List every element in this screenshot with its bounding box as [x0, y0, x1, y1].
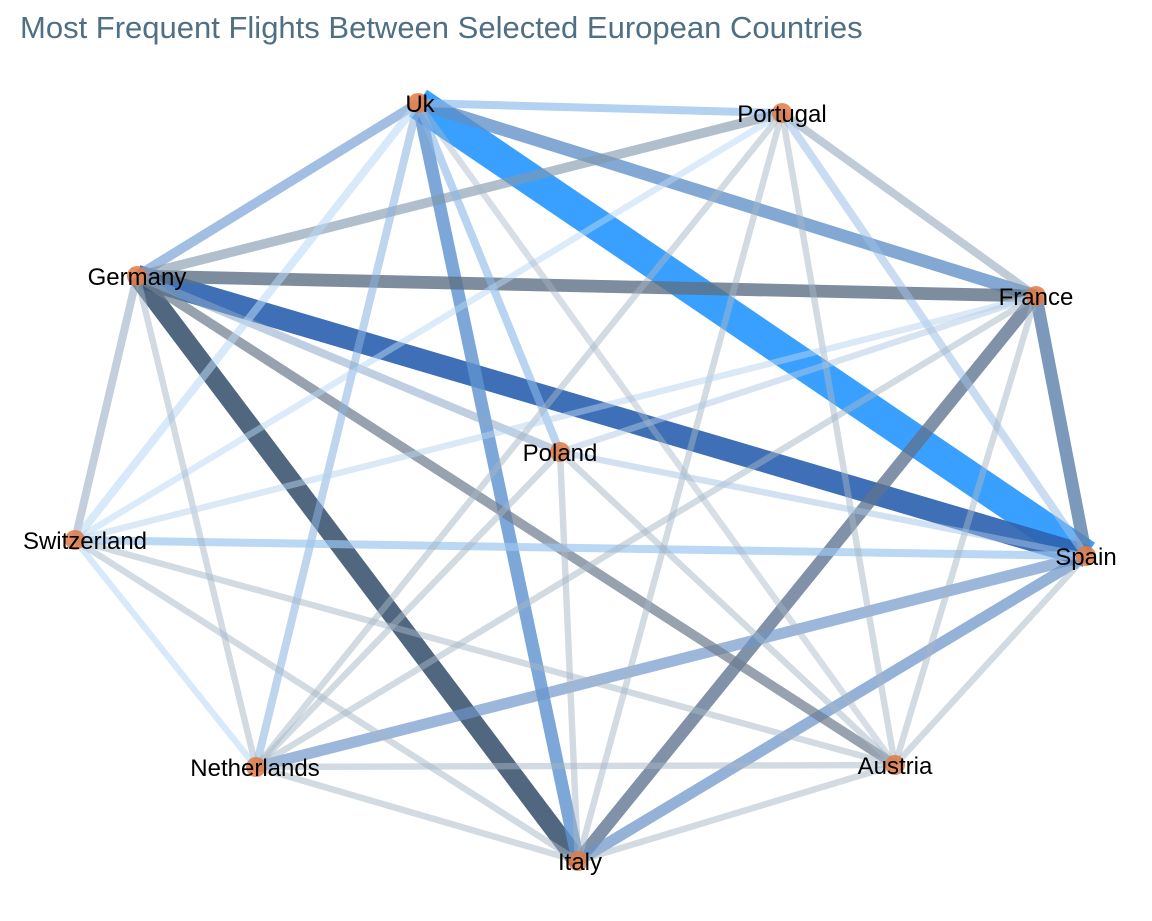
- edge-germany-poland: [135, 272, 562, 456]
- edge-france-switzerland: [74, 292, 1037, 544]
- edge-germany-austria: [134, 271, 898, 770]
- edge-poland-italy: [556, 451, 582, 862]
- edge-uk-portugal: [417, 99, 783, 117]
- edge-poland-austria: [557, 449, 898, 768]
- edges-layer: [71, 89, 1095, 867]
- edge-switzerland-austria: [74, 536, 896, 769]
- node-marker-france: [1026, 286, 1046, 306]
- edge-poland-netherlands: [253, 449, 563, 770]
- node-marker-switzerland: [65, 530, 85, 550]
- node-label-austria: Austria: [858, 753, 933, 780]
- edge-switzerland-spain: [74, 536, 1087, 560]
- node-netherlands: Netherlands: [190, 755, 319, 782]
- edge-austria-spain: [892, 553, 1089, 768]
- node-marker-spain: [1076, 546, 1096, 566]
- edge-netherlands-austria: [255, 761, 896, 771]
- edge-netherlands-italy: [255, 763, 579, 865]
- node-poland: Poland: [523, 440, 598, 467]
- edge-uk-italy: [411, 101, 585, 863]
- edge-uk-france: [416, 96, 1038, 303]
- node-switzerland: Switzerland: [23, 528, 147, 555]
- node-label-switzerland: Switzerland: [23, 528, 147, 555]
- edge-germany-france: [136, 269, 1037, 303]
- edge-germany-switzerland: [71, 275, 141, 541]
- node-portugal: Portugal: [737, 101, 826, 128]
- node-marker-germany: [127, 266, 147, 286]
- edge-austria-italy: [577, 761, 896, 865]
- node-france: France: [999, 284, 1074, 311]
- edge-portugal-switzerland: [73, 110, 784, 543]
- edge-uk-poland: [414, 101, 564, 454]
- edge-france-poland: [559, 292, 1037, 456]
- edge-portugal-france: [779, 109, 1039, 300]
- nodes-layer: Uk Portugal Germany France Poland Switzerland…: [23, 91, 1117, 876]
- edge-uk-netherlands: [252, 102, 422, 768]
- edge-portugal-austria: [778, 112, 899, 766]
- node-label-poland: Poland: [523, 440, 598, 467]
- edge-poland-spain: [559, 448, 1087, 560]
- node-marker-italy: [568, 851, 588, 871]
- node-label-uk: Uk: [405, 91, 435, 118]
- edge-portugal-italy: [574, 112, 786, 862]
- node-uk: Uk: [405, 91, 435, 118]
- node-austria: Austria: [858, 753, 933, 780]
- chart-title: Most Frequent Flights Between Selected E…: [20, 10, 863, 45]
- node-marker-portugal: [772, 103, 792, 123]
- edge-france-spain: [1029, 294, 1093, 558]
- node-label-spain: Spain: [1055, 544, 1116, 571]
- edge-portugal-netherlands: [253, 110, 785, 770]
- edge-uk-germany: [134, 98, 421, 281]
- node-label-france: France: [999, 284, 1074, 311]
- node-label-netherlands: Netherlands: [190, 755, 319, 782]
- node-spain: Spain: [1055, 544, 1116, 571]
- node-germany: Germany: [88, 264, 187, 291]
- node-label-italy: Italy: [558, 849, 602, 876]
- edge-germany-spain: [133, 265, 1090, 567]
- edge-germany-netherlands: [133, 275, 260, 768]
- edge-portugal-spain: [778, 110, 1090, 559]
- edge-switzerland-netherlands: [72, 538, 259, 769]
- edge-uk-austria: [415, 101, 898, 767]
- edge-switzerland-italy: [73, 537, 580, 864]
- edge-uk-switzerland: [71, 100, 422, 543]
- node-marker-uk: [408, 93, 428, 113]
- node-label-portugal: Portugal: [737, 101, 826, 128]
- node-label-germany: Germany: [88, 264, 187, 291]
- node-marker-austria: [885, 755, 905, 775]
- node-italy: Italy: [558, 849, 602, 876]
- node-marker-poland: [550, 442, 570, 462]
- node-marker-netherlands: [246, 757, 266, 777]
